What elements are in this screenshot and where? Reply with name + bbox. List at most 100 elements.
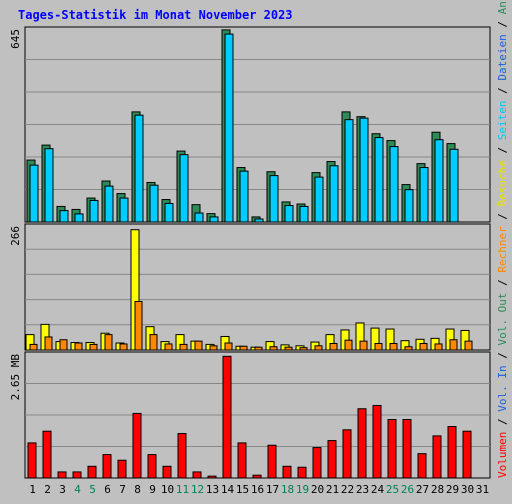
bar-volumen [387,419,397,479]
bar-rechner [389,342,398,351]
x-tick-label: 1 [29,483,36,496]
bar-dateien [74,213,84,223]
y-axis-max-label: 266 [9,226,22,246]
bar-rechner [134,301,143,351]
bar-dateien [269,175,279,223]
y-axis-max-label: 2.65 MB [9,354,22,401]
x-tick-label: 23 [356,483,369,496]
x-tick-label: 19 [296,483,309,496]
legend-text: Volumen / Vol. In / Vol. Out / Rechner /… [496,0,509,478]
bar-dateien [59,210,69,223]
legend-item: Seiten [496,100,509,140]
bar-rechner [359,340,368,351]
bar-volumen [462,430,472,479]
x-tick-label: 8 [134,483,141,496]
bar-dateien [419,167,429,223]
bar-rechner [224,342,233,351]
bar-volumen [402,419,412,479]
bar-rechner [464,340,473,351]
bar-rechner [419,342,428,351]
bar-volumen [432,435,442,479]
bar-dateien [149,184,159,223]
x-tick-label: 14 [221,483,235,496]
bar-dateien [389,146,399,223]
bar-rechner [344,339,353,351]
x-tick-label: 5 [89,483,96,496]
bar-rechner [299,347,308,351]
bar-volumen [372,404,382,479]
bar-dateien [104,185,114,223]
bar-rechner [74,342,83,351]
bar-volumen [57,471,67,479]
bar-rechner [119,343,128,351]
bar-dateien [299,205,309,223]
bar-dateien [209,216,219,223]
x-tick-label: 18 [281,483,294,496]
x-tick-label: 30 [461,483,474,496]
bar-rechner [149,334,158,351]
bar-rechner [239,345,248,351]
bar-rechner [434,343,443,351]
x-tick-label: 25 [386,483,399,496]
bar-volumen [147,454,157,479]
x-tick-label: 31 [476,483,489,496]
bar-rechner [104,334,113,351]
bar-volumen [282,465,292,479]
x-tick-label: 4 [74,483,81,496]
bar-rechner [59,339,68,351]
bar-rechner [284,346,293,351]
bar-volumen [192,471,202,479]
bar-dateien [329,165,339,223]
x-tick-label: 15 [236,483,249,496]
bar-dateien [314,176,324,223]
legend-item: Rechner [496,226,509,273]
bar-dateien [179,154,189,223]
bar-dateien [224,33,234,223]
legend: Volumen / Vol. In / Vol. Out / Rechner /… [496,0,509,478]
bar-volumen [237,442,247,479]
bar-dateien [434,139,444,223]
bar-dateien [344,119,354,223]
bar-rechner [164,343,173,351]
bar-rechner [404,346,413,351]
bar-volumen [267,444,277,479]
bar-dateien [284,205,294,223]
bar-volumen [102,454,112,479]
bar-volumen [357,408,367,479]
bar-dateien [29,164,39,223]
bar-volumen [222,355,232,479]
bar-volumen [87,465,97,479]
bar-dateien [449,148,459,223]
x-tick-label: 10 [161,483,174,496]
bar-rechner [449,339,458,351]
legend-separator: / [496,81,509,101]
bar-dateien [254,218,264,223]
bar-volumen [342,429,352,479]
legend-item: Vol. Out [496,293,509,346]
x-tick-label: 24 [371,483,385,496]
bar-volumen [207,475,217,479]
bar-rechner [194,340,203,351]
bar-dateien [194,212,204,223]
bar-volumen [447,426,457,479]
bar-rechner [254,346,263,351]
x-tick-label: 22 [341,483,354,496]
legend-item: Vol. In [496,365,509,411]
legend-separator: / [496,206,509,226]
legend-separator: / [496,273,509,293]
bar-dateien [44,148,54,223]
legend-separator: / [496,346,509,366]
bar-volumen [117,459,127,479]
bar-volumen [27,442,37,479]
legend-item: Volumen [496,432,509,478]
x-tick-label: 3 [59,483,66,496]
bar-rechner [89,343,98,351]
x-tick-label: 9 [149,483,156,496]
bar-rechner [209,345,218,351]
x-tick-label: 28 [431,483,444,496]
legend-item: Dateien [496,34,509,80]
bar-rechner [179,343,188,351]
bar-dateien [359,117,369,223]
